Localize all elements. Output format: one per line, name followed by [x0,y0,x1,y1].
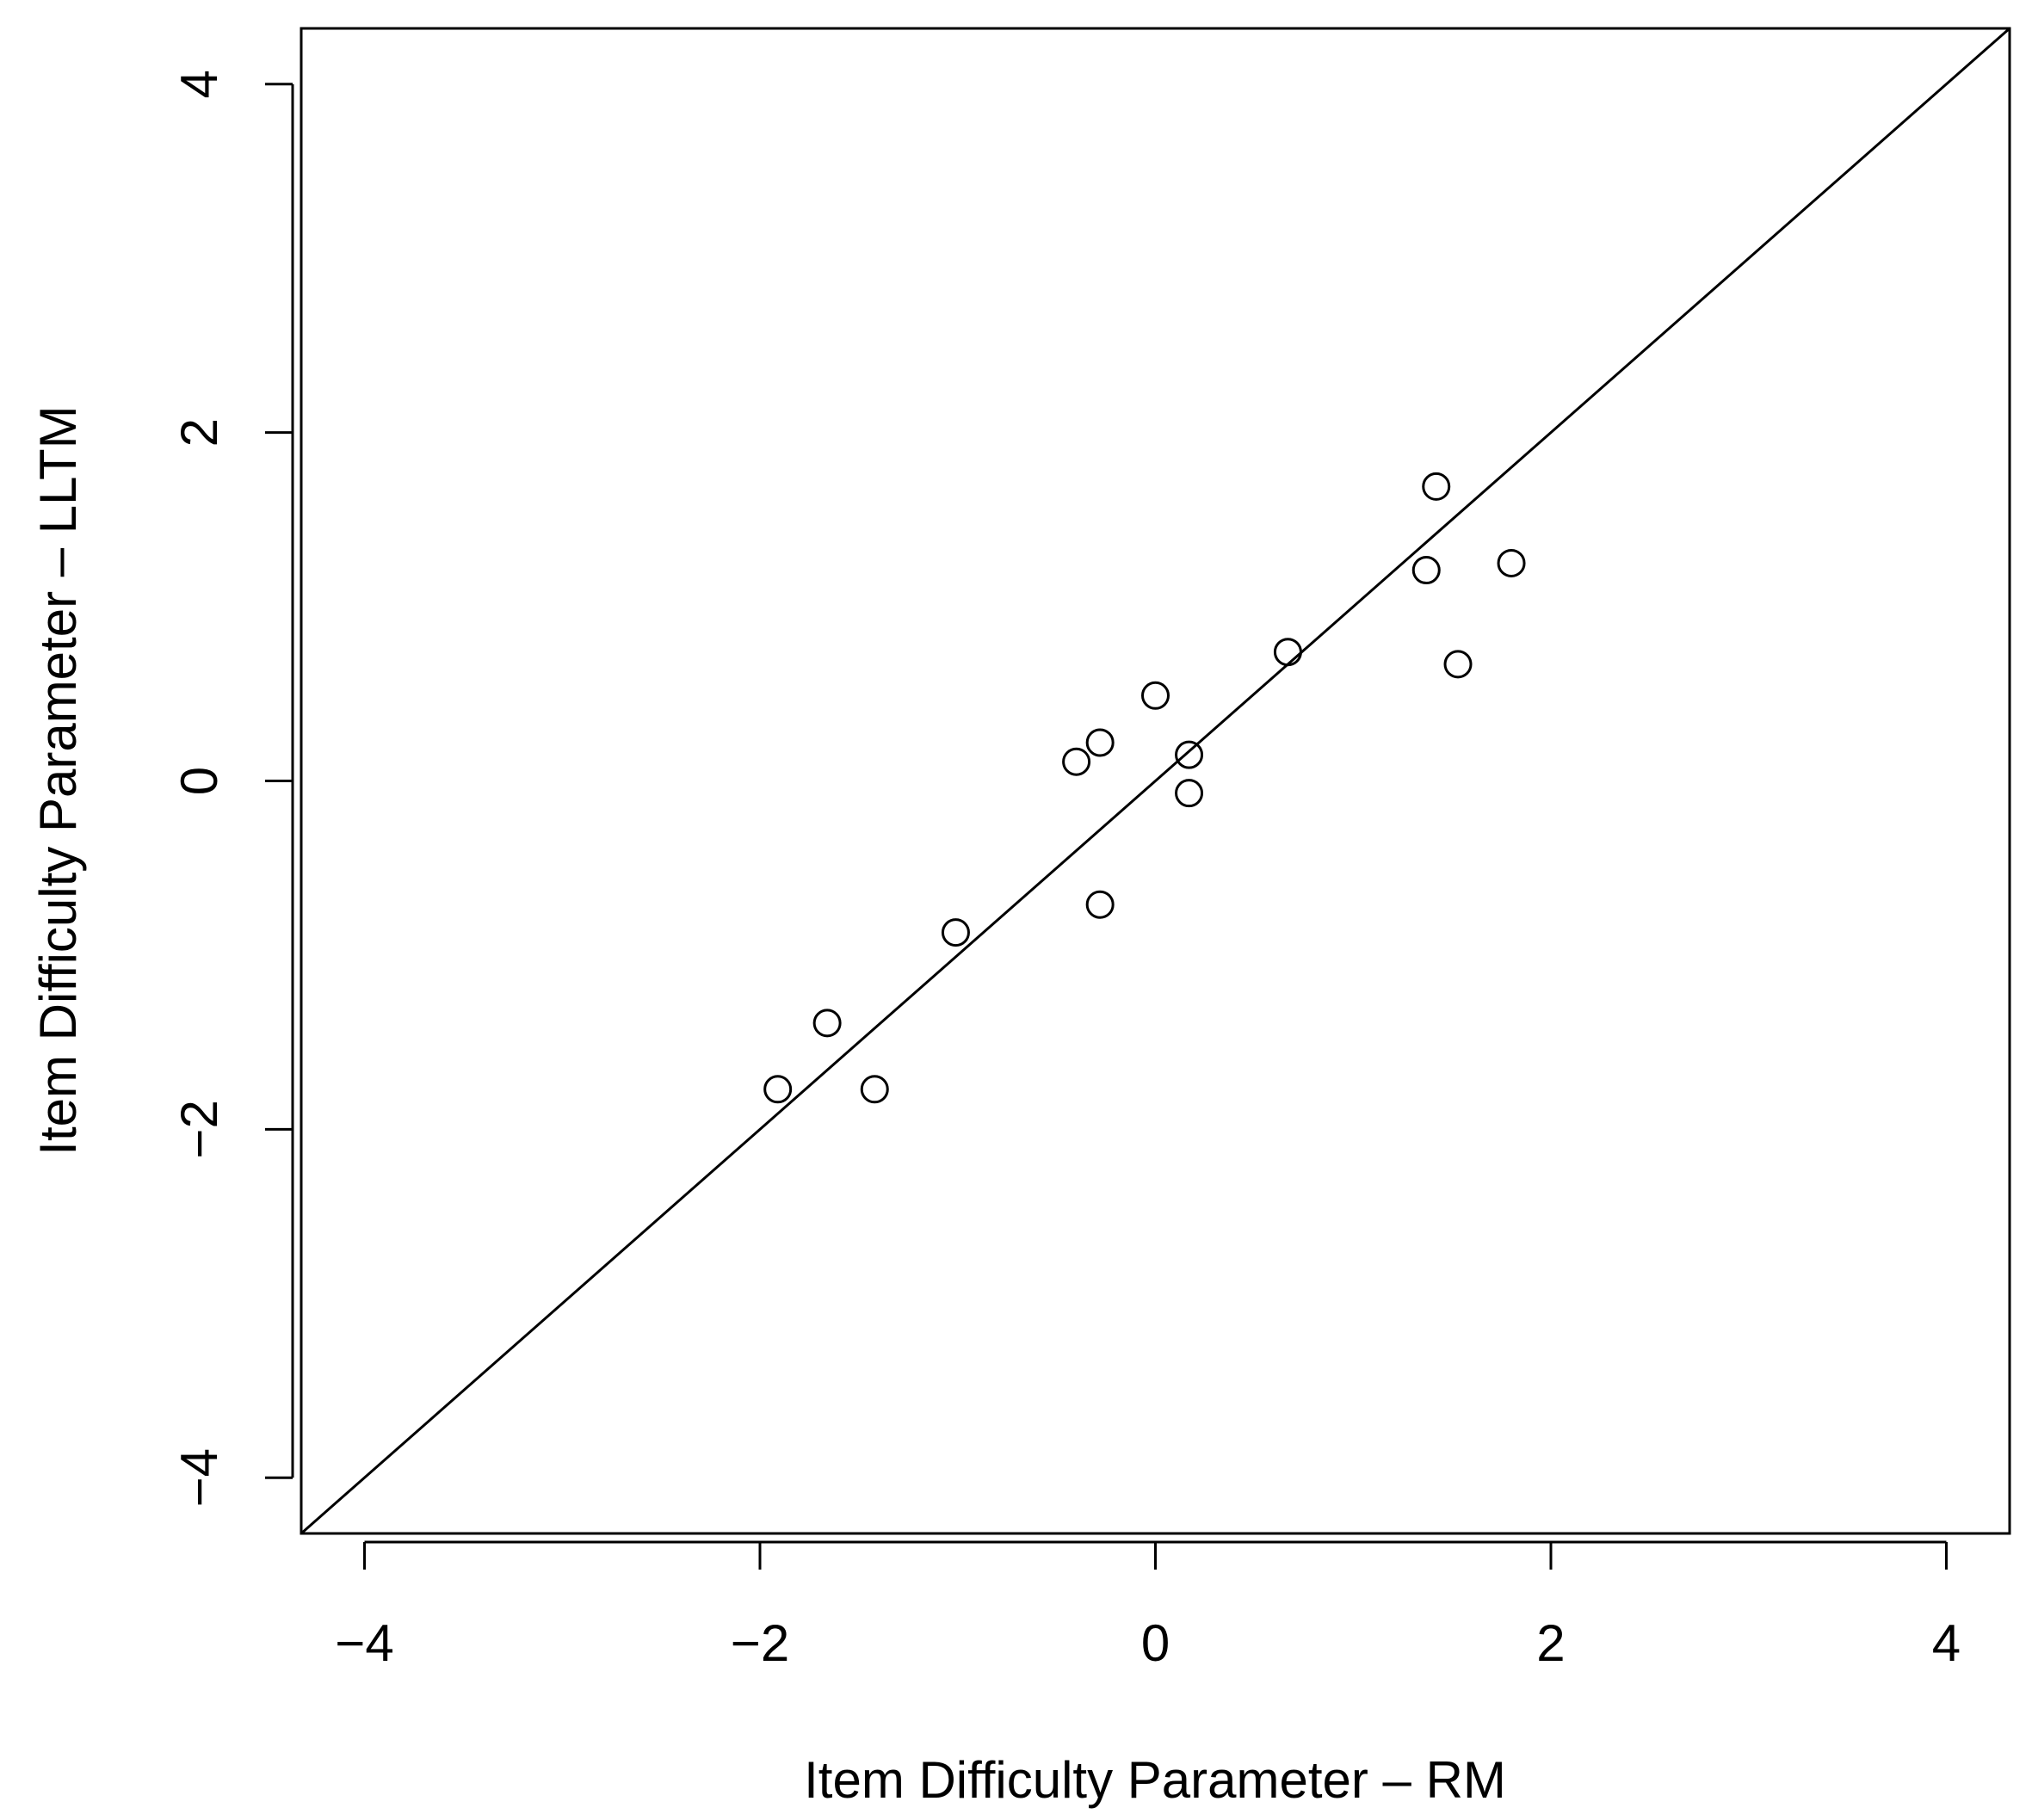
identity-line [300,27,2010,1535]
data-point [1411,556,1441,585]
x-axis: −4 −2 0 2 4 [335,1540,1961,1672]
data-point [763,1075,793,1104]
x-tick-label: −4 [335,1614,393,1672]
data-point [1085,728,1115,757]
data-point [1175,779,1204,808]
x-tick-label: −2 [731,1614,789,1672]
data-point [812,1009,842,1038]
data-point [1422,472,1451,501]
data-point [1175,740,1204,769]
data-point [1062,747,1091,776]
data-point [1141,681,1170,710]
data-point [1085,890,1115,919]
data-point [860,1075,889,1104]
y-axis: −4 −2 0 2 4 [170,70,294,1507]
x-tick-label: 2 [1536,1614,1565,1672]
data-point [941,918,970,947]
y-axis-label: Item Difficulty Parameter – LLTM [29,405,87,1155]
data-point [1273,638,1302,667]
data-points [763,472,1526,1104]
y-tick-label: 4 [170,70,228,98]
y-tick-label: 0 [170,767,228,795]
plot-frame [300,27,2011,1535]
y-tick-label: 2 [170,418,228,447]
x-tick-label: 4 [1932,1614,1961,1672]
identity-line-layer [300,27,2010,1535]
data-point [1443,650,1473,679]
x-axis-label: Item Difficulty Parameter – RM [804,1751,1506,1809]
x-tick-label: 0 [1141,1614,1170,1672]
y-tick-label: −2 [170,1100,228,1158]
y-tick-label: −4 [170,1448,228,1507]
data-point [1497,548,1526,577]
